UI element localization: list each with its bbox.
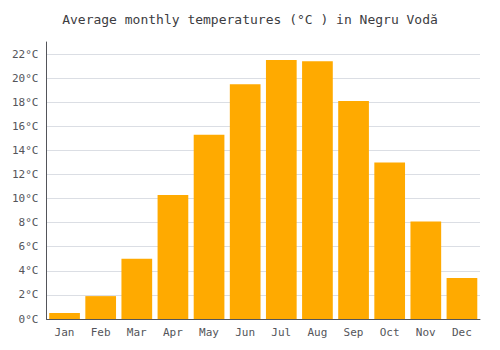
svg-text:14°C: 14°C — [12, 144, 39, 157]
svg-text:Nov: Nov — [416, 326, 436, 339]
svg-text:6°C: 6°C — [19, 240, 39, 253]
svg-text:20°C: 20°C — [12, 72, 39, 85]
svg-text:Apr: Apr — [163, 326, 183, 339]
svg-text:Jul: Jul — [271, 326, 291, 339]
svg-text:4°C: 4°C — [19, 264, 39, 277]
svg-text:Oct: Oct — [380, 326, 400, 339]
svg-text:Mar: Mar — [127, 326, 147, 339]
svg-text:Aug: Aug — [307, 326, 327, 339]
svg-text:16°C: 16°C — [12, 120, 39, 133]
svg-text:0°C: 0°C — [19, 313, 39, 326]
svg-text:Jun: Jun — [235, 326, 255, 339]
svg-text:Feb: Feb — [91, 326, 111, 339]
svg-text:12°C: 12°C — [12, 168, 39, 181]
svg-text:2°C: 2°C — [19, 288, 39, 301]
svg-text:18°C: 18°C — [12, 96, 39, 109]
svg-text:10°C: 10°C — [12, 192, 39, 205]
svg-text:Dec: Dec — [452, 326, 472, 339]
svg-text:Sep: Sep — [344, 326, 364, 339]
svg-text:Average monthly temperatures (: Average monthly temperatures (°C ) in Ne… — [62, 12, 438, 27]
svg-text:22°C: 22°C — [12, 48, 39, 61]
svg-text:8°C: 8°C — [19, 216, 39, 229]
svg-text:May: May — [199, 326, 219, 339]
svg-text:Jan: Jan — [55, 326, 75, 339]
